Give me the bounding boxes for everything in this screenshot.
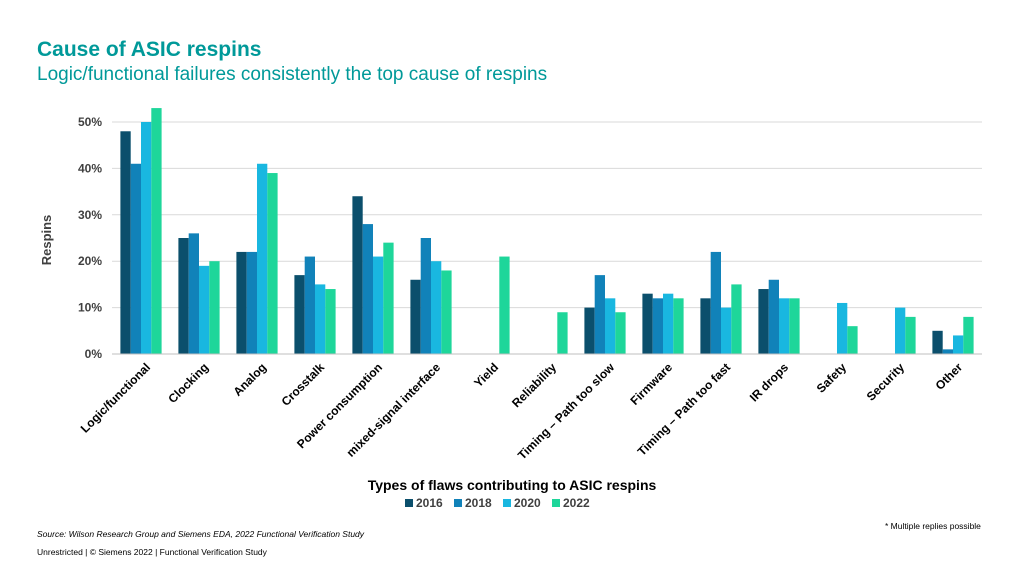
bar (768, 279, 779, 354)
bar (188, 233, 199, 354)
bar (953, 335, 964, 354)
x-tick-label: Security (864, 360, 908, 404)
y-tick-label: 40% (78, 161, 102, 175)
bar (420, 238, 431, 354)
legend-label: 2018 (465, 496, 492, 510)
x-axis-label: Types of flaws contributing to ASIC resp… (368, 477, 657, 493)
bar (942, 349, 953, 354)
y-tick-label: 0% (85, 347, 103, 361)
bar (837, 302, 848, 354)
x-tick-label: IR drops (747, 360, 792, 405)
bar (304, 256, 315, 354)
chart-subtitle: Logic/functional failures consistently t… (37, 64, 548, 85)
x-tick-label: Yield (471, 360, 501, 390)
bar (652, 298, 663, 354)
bar (663, 293, 674, 354)
bar (199, 265, 210, 354)
x-tick-label: Logic/functional (78, 360, 153, 435)
bar (325, 289, 336, 354)
legend-label: 2016 (416, 496, 443, 510)
bar (932, 330, 943, 354)
y-tick-label: 10% (78, 301, 102, 315)
bar (246, 251, 257, 354)
legend-swatch (503, 499, 511, 507)
bar (700, 298, 711, 354)
bar (209, 261, 220, 354)
bar (673, 298, 684, 354)
bar (141, 122, 152, 354)
legend-swatch (405, 499, 413, 507)
bar (431, 261, 442, 354)
bar (315, 284, 326, 354)
bar (373, 256, 384, 354)
bar (410, 279, 421, 354)
x-tick-label: Firmware (627, 360, 675, 408)
x-tick-label: Other (933, 360, 966, 393)
bar (151, 108, 162, 354)
bar (441, 270, 452, 354)
bar (731, 284, 742, 354)
bar (120, 131, 131, 354)
legend-label: 2020 (514, 496, 541, 510)
y-tick-label: 20% (78, 254, 102, 268)
bar (257, 163, 268, 354)
bar (383, 242, 394, 354)
bar (721, 307, 732, 354)
bar (847, 326, 858, 354)
bar (789, 298, 800, 354)
bar (352, 196, 363, 354)
chart-title: Cause of ASIC respins (37, 38, 262, 61)
bar (178, 238, 189, 354)
source-note: Source: Wilson Research Group and Siemen… (37, 529, 365, 539)
legend-label: 2022 (563, 496, 590, 510)
x-tick-label: mixed-signal interface (344, 360, 444, 460)
legend-swatch (552, 499, 560, 507)
x-tick-label: Analog (230, 360, 269, 399)
bar (895, 307, 906, 354)
bar (710, 251, 721, 354)
bar (294, 275, 305, 354)
bar (236, 251, 247, 354)
bar (267, 173, 278, 354)
bar (594, 275, 605, 354)
copyright-footer: Unrestricted | © Siemens 2022 | Function… (37, 547, 267, 557)
bar (557, 312, 568, 354)
bar (963, 316, 974, 354)
bar (584, 307, 595, 354)
x-tick-label: Crosstalk (279, 360, 328, 409)
bar (758, 289, 769, 354)
y-tick-label: 50% (78, 115, 102, 129)
x-tick-label: Timing – Path too slow (515, 360, 618, 463)
bar (499, 256, 510, 354)
bar (615, 312, 626, 354)
legend-swatch (454, 499, 462, 507)
bar (905, 316, 916, 354)
bar (779, 298, 790, 354)
y-tick-label: 30% (78, 208, 102, 222)
bar (605, 298, 616, 354)
bar (130, 163, 141, 354)
multiple-replies-note: * Multiple replies possible (885, 521, 981, 531)
bar (362, 224, 373, 354)
x-tick-label: Clocking (165, 360, 211, 406)
x-tick-label: Safety (814, 360, 850, 396)
y-axis-label: Respins (39, 215, 54, 266)
x-tick-label: Reliability (509, 360, 559, 410)
bar (642, 293, 653, 354)
